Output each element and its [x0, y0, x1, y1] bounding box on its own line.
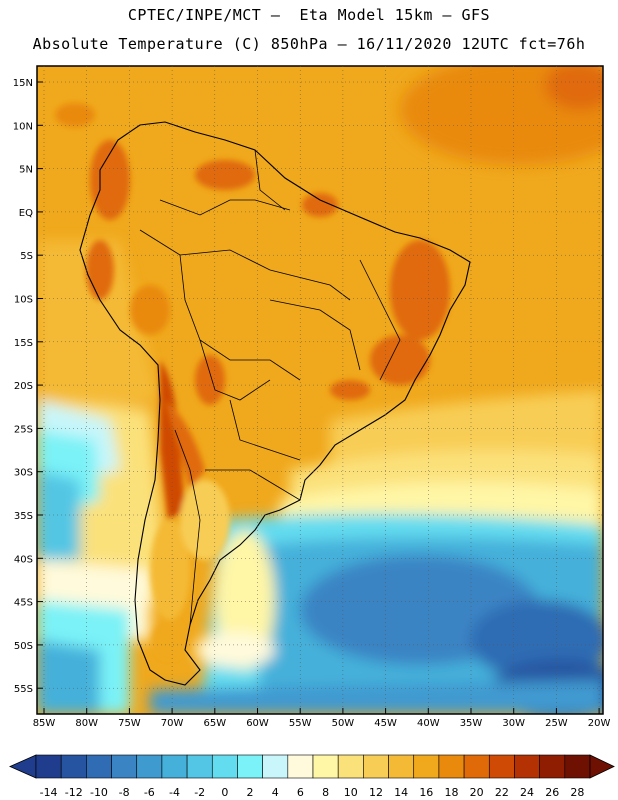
colorbar-label: -2 [194, 786, 205, 799]
colorbar-label: -4 [169, 786, 180, 799]
colorbar-swatch [514, 754, 540, 779]
colorbar-swatch [161, 754, 188, 779]
lat-label: 30S [14, 468, 33, 479]
colorbar-label: -8 [119, 786, 130, 799]
colorbar-swatch [312, 754, 339, 779]
colorbar-swatch [337, 754, 364, 779]
colorbar-swatch [86, 754, 112, 779]
lat-label: 20S [14, 381, 33, 392]
lon-label: 40W [417, 718, 440, 729]
colorbar-label: 4 [272, 786, 279, 799]
lon-label: 35W [460, 718, 483, 729]
lon-label: 30W [502, 718, 525, 729]
colorbar-swatch [262, 754, 289, 779]
lat-label: 35S [14, 511, 33, 522]
colorbar-swatch [564, 754, 591, 779]
colorbar-swatch [111, 754, 138, 779]
colorbar-label: -6 [144, 786, 155, 799]
lat-label: 25S [14, 424, 33, 435]
colorbar-label: 14 [394, 786, 408, 799]
colorbar-min-arrow [9, 754, 37, 779]
lat-label: 10S [14, 295, 33, 306]
lat-label: 55S [14, 684, 33, 695]
colorbar-label: 8 [322, 786, 329, 799]
lon-label: 70W [161, 718, 184, 729]
lon-label: 75W [118, 718, 141, 729]
colorbar-label: 12 [369, 786, 383, 799]
colorbar-label: 10 [344, 786, 358, 799]
map-frame [36, 65, 604, 715]
title-line-1: CPTEC/INPE/MCT – Eta Model 15km – GFS [127, 6, 491, 24]
colorbar-label: -14 [40, 786, 58, 799]
colorbar-label: 24 [520, 786, 534, 799]
lat-label: 10N [13, 121, 33, 132]
colorbar-max-arrow [589, 754, 615, 779]
colorbar-swatch [237, 754, 263, 779]
title-line-2: Absolute Temperature (C) 850hPa – 16/11/… [32, 35, 586, 53]
lon-label: 60W [246, 718, 269, 729]
colorbar-swatch [488, 754, 515, 779]
graticule [37, 66, 603, 714]
colorbar [9, 754, 615, 779]
colorbar-label: 20 [470, 786, 484, 799]
colorbar-swatch [287, 754, 314, 779]
lat-label: 15N [13, 78, 33, 89]
colorbar-label: 6 [297, 786, 304, 799]
lat-label: 15S [14, 338, 33, 349]
colorbar-swatch [413, 754, 440, 779]
colorbar-label: 22 [495, 786, 509, 799]
colorbar-label: -12 [65, 786, 83, 799]
colorbar-swatch [35, 754, 62, 779]
colorbar-swatch [388, 754, 415, 779]
longitude-axis: 85W 80W 75W 70W 65W 60W 55W 50W 45W 40W 35W 30W 25W 2… [33, 718, 611, 729]
colorbar-swatch [363, 754, 389, 779]
colorbar-swatch [60, 754, 87, 779]
colorbar-swatch [539, 754, 566, 779]
lat-label: 5S [20, 251, 33, 262]
colorbar-swatch [438, 754, 465, 779]
colorbar-label: 28 [570, 786, 584, 799]
colorbar-swatch [211, 754, 238, 779]
lon-label: 45W [374, 718, 397, 729]
lon-label: 20W [588, 718, 611, 729]
lon-label: 65W [203, 718, 226, 729]
lon-label: 50W [332, 718, 355, 729]
colorbar-label: -10 [90, 786, 108, 799]
lat-label: 45S [14, 598, 33, 609]
lat-label: 5N [19, 165, 33, 176]
colorbar-label: 16 [419, 786, 433, 799]
lon-label: 85W [33, 718, 56, 729]
colorbar-swatch [136, 754, 163, 779]
country-borders [139, 149, 401, 626]
colorbar-label: 2 [247, 786, 254, 799]
colorbar-label: 26 [545, 786, 559, 799]
lat-label: EQ [19, 208, 33, 219]
colorbar-swatch [463, 754, 490, 779]
colorbar-label: 18 [445, 786, 459, 799]
latitude-axis: 15N 10N 5N EQ 5S 10S 15S 20S 25S 30S 35S 40S 45S 50S 5… [13, 78, 33, 695]
lat-label: 50S [14, 641, 33, 652]
colorbar-labels: -14 -12 -10 -8 -6 -4 -2 0 2 4 6 8 10 12 14 16 18 20 22 24 26… [40, 786, 585, 799]
colorbar-label: 0 [221, 786, 228, 799]
colorbar-swatch [186, 754, 213, 779]
lat-label: 40S [14, 554, 33, 565]
lon-label: 55W [289, 718, 312, 729]
lon-label: 80W [75, 718, 98, 729]
lon-label: 25W [545, 718, 568, 729]
temperature-field [37, 66, 603, 714]
